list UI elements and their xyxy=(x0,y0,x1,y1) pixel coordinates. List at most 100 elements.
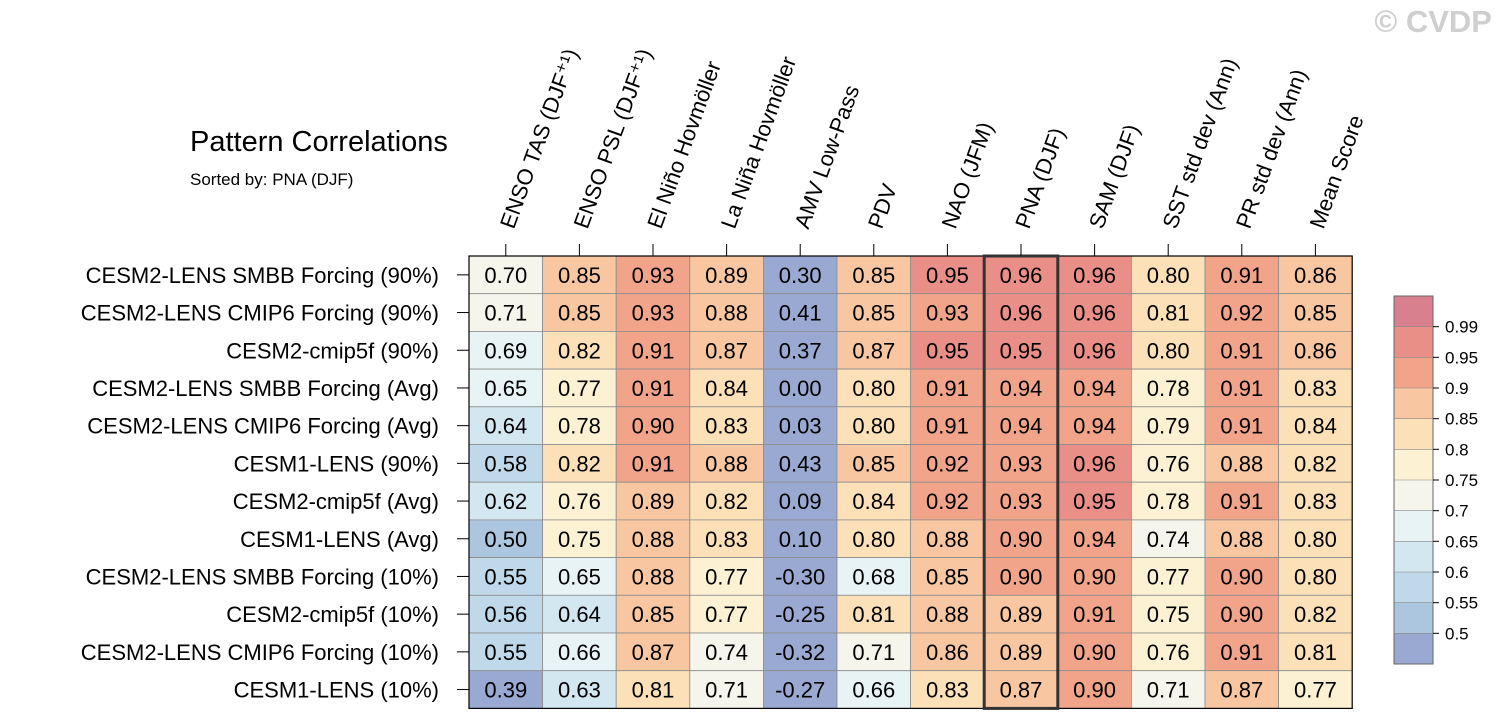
cell-value-label: 0.89 xyxy=(632,489,675,514)
colorbar-segment xyxy=(1394,572,1433,603)
heatmap-cell xyxy=(542,481,617,521)
cell-value-label: 0.85 xyxy=(558,301,601,326)
heatmap-cell xyxy=(983,255,1059,295)
cell-value-label: 0.87 xyxy=(852,338,895,363)
heatmap-cell xyxy=(763,406,838,445)
cell-value-label: 0.71 xyxy=(852,640,895,665)
cell-value-label: 0.85 xyxy=(852,301,895,326)
row-label: CESM2-LENS CMIP6 Forcing (90%) xyxy=(81,301,439,326)
cell-value-label: 0.77 xyxy=(705,602,748,627)
heatmap-cell xyxy=(1131,368,1206,408)
cell-value-label: 0.74 xyxy=(705,640,748,665)
cell-value-label: 0.86 xyxy=(926,640,969,665)
cell-value-label: 0.78 xyxy=(1147,489,1190,514)
cell-value-label: 0.91 xyxy=(1220,489,1263,514)
colorbar-segment xyxy=(1394,480,1433,511)
cell-value-label: 0.80 xyxy=(852,527,895,552)
cell-value-label: 0.80 xyxy=(1294,564,1337,589)
row-label: CESM1-LENS (10%) xyxy=(234,678,439,703)
cell-value-label: 0.96 xyxy=(1073,451,1116,476)
heatmap-cell xyxy=(836,330,911,370)
heatmap-cell xyxy=(468,368,543,408)
cell-value-label: 0.77 xyxy=(1294,678,1337,703)
cell-value-label: 0.82 xyxy=(1294,602,1337,627)
colorbar-label: 0.85 xyxy=(1445,410,1478,429)
heatmap-cell xyxy=(1057,519,1132,559)
cell-value-label: 0.91 xyxy=(1220,263,1263,288)
heatmap-cell xyxy=(468,557,543,596)
cell-value-label: 0.78 xyxy=(1147,376,1190,401)
cell-value-label: 0.76 xyxy=(1147,640,1190,665)
cell-value-label: 0.84 xyxy=(705,376,748,401)
heatmap-cell xyxy=(468,293,543,332)
cell-value-label: -0.27 xyxy=(775,678,825,703)
cell-value-label: 0.90 xyxy=(1073,564,1116,589)
cell-value-label: 0.96 xyxy=(1073,338,1116,363)
watermark: © CVDP xyxy=(1374,4,1492,39)
heatmap-cell xyxy=(1057,481,1132,521)
column-label: SST std dev (Ann) xyxy=(1157,55,1242,232)
colorbar-segment xyxy=(1394,418,1433,450)
cell-value-label: 0.96 xyxy=(1000,301,1043,326)
chart-title: Pattern Correlations xyxy=(190,126,448,158)
cell-value-label: 0.96 xyxy=(1000,263,1043,288)
colorbar-label: 0.8 xyxy=(1445,440,1469,459)
cell-value-label: 0.96 xyxy=(1073,301,1116,326)
heatmap-cell xyxy=(1204,255,1279,295)
cell-value-label: 0.91 xyxy=(632,451,675,476)
heatmap-cell xyxy=(1278,481,1353,521)
column-label: NAO (JFM) xyxy=(937,119,999,232)
heatmap-cell xyxy=(1204,293,1279,332)
cell-value-label: -0.25 xyxy=(775,602,825,627)
cell-value-label: 0.75 xyxy=(558,527,601,552)
heatmap-cell xyxy=(468,670,543,709)
cell-value-label: 0.82 xyxy=(558,451,601,476)
heatmap-cell xyxy=(1131,330,1206,370)
colorbar-label: 0.65 xyxy=(1445,532,1478,551)
cell-value-label: 0.82 xyxy=(1294,451,1337,476)
column-label: La Niña Hovmöller xyxy=(716,53,801,232)
heatmap-cell xyxy=(689,557,764,596)
heatmap-cell xyxy=(1057,670,1132,709)
colorbar-segment xyxy=(1394,602,1433,634)
cell-value-label: 0.91 xyxy=(926,414,969,439)
cell-value-label: 0.94 xyxy=(1000,414,1043,439)
cell-value-label: 0.37 xyxy=(779,338,822,363)
heatmap-cell xyxy=(542,670,617,709)
heatmap-cell xyxy=(763,368,838,408)
heatmap-cell xyxy=(836,406,911,445)
cell-value-label: 0.88 xyxy=(926,602,969,627)
colorbar-label: 0.5 xyxy=(1445,624,1469,643)
heatmap-cell xyxy=(1204,406,1279,445)
heatmap-cell xyxy=(983,406,1059,445)
cell-value-label: 0.94 xyxy=(1073,376,1116,401)
cell-value-label: -0.30 xyxy=(775,564,825,589)
cell-value-label: 0.86 xyxy=(1294,263,1337,288)
cell-value-label: 0.82 xyxy=(558,338,601,363)
heatmap-cell xyxy=(763,293,838,332)
colorbar-segment xyxy=(1394,388,1433,419)
cell-value-label: 0.88 xyxy=(1220,527,1263,552)
row-label: CESM2-cmip5f (90%) xyxy=(226,338,439,363)
heatmap-cell xyxy=(1131,594,1206,634)
cell-value-label: 0.91 xyxy=(1073,602,1116,627)
row-label: CESM2-cmip5f (Avg) xyxy=(233,489,439,514)
cell-value-label: 0.74 xyxy=(1147,527,1190,552)
cell-value-label: 0.91 xyxy=(1220,640,1263,665)
cell-value-label: 0.88 xyxy=(705,301,748,326)
cell-value-label: 0.93 xyxy=(1000,489,1043,514)
cell-value-label: 0.91 xyxy=(1220,414,1263,439)
column-label: AMV Low-Pass xyxy=(789,82,864,232)
cell-value-label: 0.92 xyxy=(926,451,969,476)
cell-value-label: 0.93 xyxy=(1000,451,1043,476)
grid-frame xyxy=(468,255,1353,709)
cell-value-label: 0.95 xyxy=(926,338,969,363)
cell-value-label: 0.88 xyxy=(705,451,748,476)
cell-value-label: 0.55 xyxy=(484,564,527,589)
column-label: ENSO TAS (DJF⁺¹) xyxy=(495,45,583,231)
colorbar-label: 0.55 xyxy=(1445,594,1478,613)
colorbar-label: 0.99 xyxy=(1445,318,1478,337)
heatmap-cell xyxy=(542,632,617,672)
colorbar-segment xyxy=(1394,296,1433,327)
